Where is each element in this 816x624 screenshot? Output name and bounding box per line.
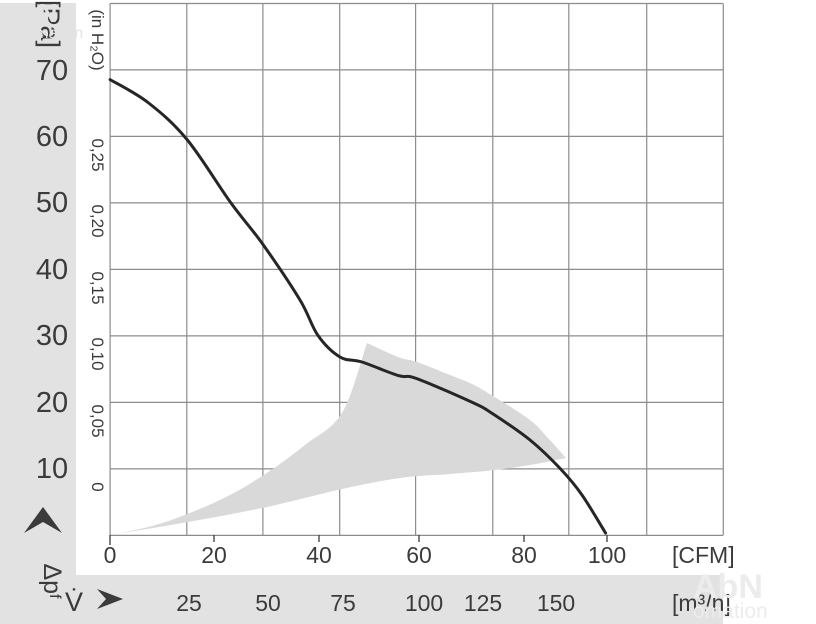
svg-text:100: 100 <box>405 590 443 616</box>
svg-text:0,25: 0,25 <box>88 138 107 171</box>
svg-text:[CFM]: [CFM] <box>672 542 735 568</box>
svg-text:V̇: V̇ <box>65 587 83 617</box>
svg-text:automation: automation <box>4 25 83 42</box>
svg-text:20: 20 <box>36 387 68 419</box>
svg-text:10: 10 <box>36 453 68 485</box>
svg-text:0,05: 0,05 <box>88 404 107 437</box>
svg-text:50: 50 <box>255 590 281 616</box>
svg-text:70: 70 <box>36 55 68 87</box>
svg-text:50: 50 <box>36 187 68 219</box>
svg-text:omation: omation <box>693 600 768 623</box>
svg-text:60: 60 <box>406 542 432 568</box>
svg-text:20: 20 <box>201 542 227 568</box>
svg-text:(in H₂O): (in H₂O) <box>88 9 107 70</box>
svg-text:150: 150 <box>537 590 575 616</box>
svg-text:0,10: 0,10 <box>88 337 107 370</box>
svg-text:30: 30 <box>36 320 68 352</box>
svg-text:40: 40 <box>306 542 332 568</box>
svg-text:Δpf: Δpf <box>38 563 66 599</box>
svg-text:80: 80 <box>511 542 537 568</box>
svg-text:40: 40 <box>36 254 68 286</box>
svg-text:125: 125 <box>464 590 502 616</box>
svg-text:75: 75 <box>330 590 356 616</box>
svg-text:0,20: 0,20 <box>88 204 107 237</box>
svg-text:0: 0 <box>104 542 117 568</box>
svg-text:100: 100 <box>588 542 626 568</box>
svg-text:0: 0 <box>88 482 107 491</box>
svg-text:AbN: AbN <box>4 0 57 28</box>
svg-text:0,15: 0,15 <box>88 271 107 304</box>
svg-text:60: 60 <box>36 121 68 153</box>
svg-text:25: 25 <box>176 590 202 616</box>
